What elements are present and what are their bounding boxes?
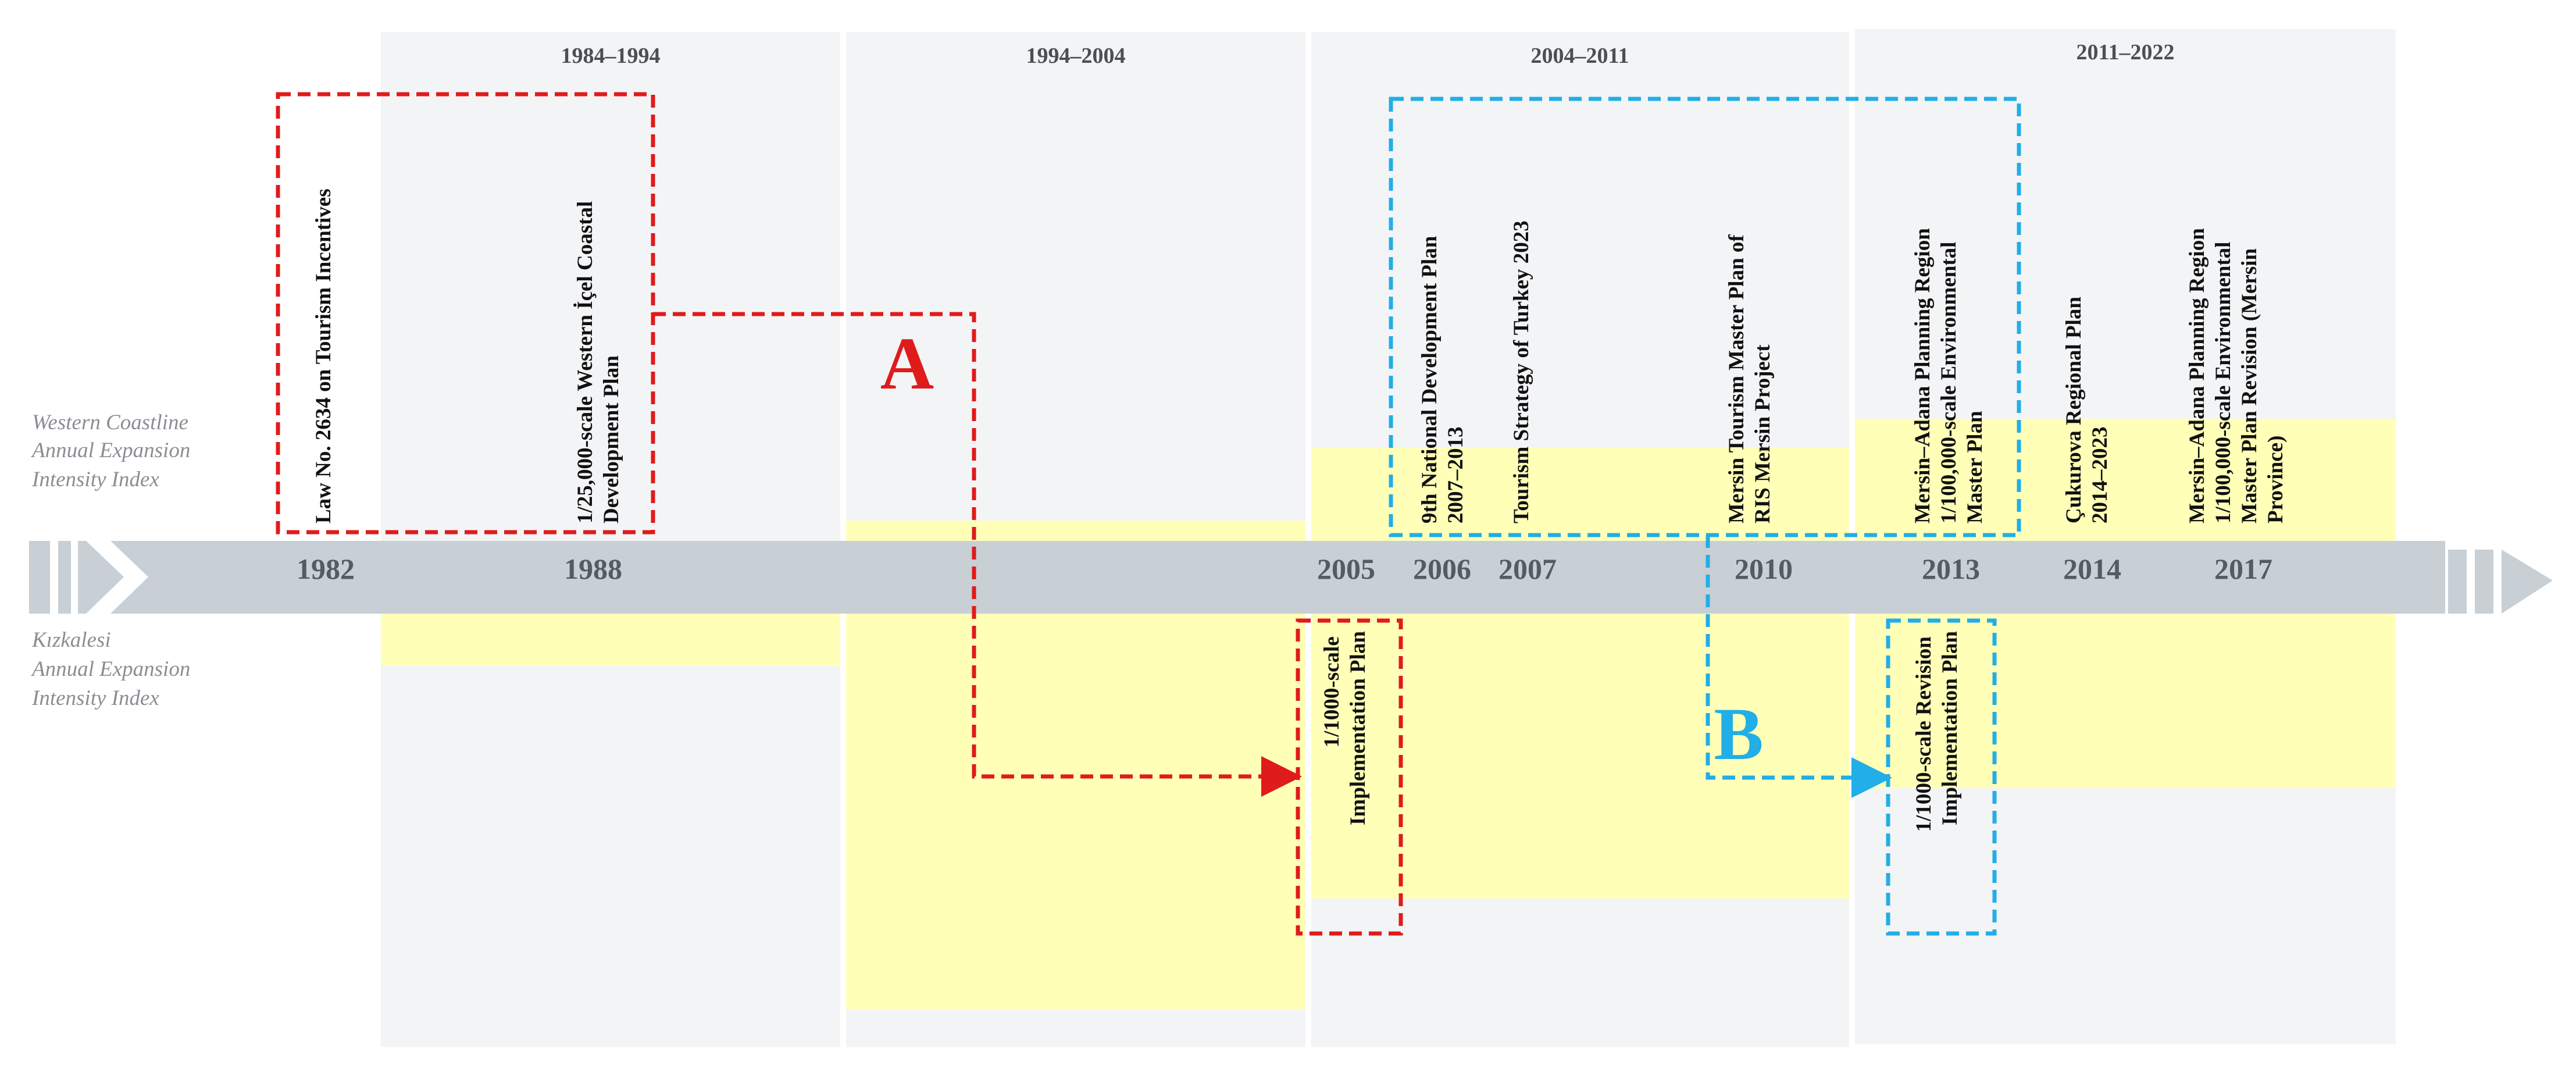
group-b-connector-arrow bbox=[1706, 535, 1892, 798]
kizkalesi-index-label-line: Annual Expansion bbox=[30, 657, 190, 681]
plan-label-line: RIS Mersin Project bbox=[1751, 344, 1775, 523]
western-index-label-line: Western Coastline bbox=[32, 411, 188, 434]
plan-label-line: Mersin Tourism Master Plan of bbox=[1725, 234, 1749, 523]
kizkalesi-intensity-bar-2004-2011 bbox=[1311, 614, 1849, 899]
timeline-right-block-1 bbox=[2448, 550, 2467, 614]
group-b bbox=[1389, 97, 2021, 936]
period-label-1: 1984–1994 bbox=[561, 44, 661, 68]
plan-label-line: 1/100,000-scale Environmental bbox=[1937, 242, 1961, 523]
plan-label-line: Master Plan bbox=[1963, 411, 1987, 523]
plan-label-line: 1/25,000-scale Western İçel Coastal bbox=[573, 201, 597, 523]
plan-label-line: 1/1000-scale bbox=[1320, 636, 1344, 747]
plan-label-line: Law No. 2634 on Tourism Incentives bbox=[312, 188, 336, 523]
timeline-left-stripe-2 bbox=[71, 541, 78, 614]
plan-label-line: Master Plan Revision (Mersin bbox=[2238, 248, 2261, 523]
group-b-letter: B bbox=[1714, 693, 1763, 775]
plan-label-line: Province) bbox=[2264, 436, 2288, 523]
plan-label: Tourism Strategy of Turkey 2023 bbox=[1510, 220, 1533, 523]
plans-below: 1/1000-scale Implementation Plan 1/1000-… bbox=[1320, 631, 1962, 832]
group-a-connector-arrow bbox=[653, 312, 1302, 797]
timeline-right-block-2 bbox=[2475, 550, 2493, 614]
period-label-3: 2004–2011 bbox=[1531, 44, 1629, 68]
year-label: 2013 bbox=[1922, 553, 1980, 585]
year-label: 2014 bbox=[2063, 553, 2121, 585]
western-index-label-line: Annual Expansion bbox=[30, 439, 190, 462]
timeline-bar bbox=[29, 541, 2445, 614]
plan-label-line: 2007–2013 bbox=[1444, 427, 1468, 524]
year-label: 2005 bbox=[1317, 553, 1375, 585]
period-label-2: 1994–2004 bbox=[1026, 44, 1126, 68]
year-label: 2017 bbox=[2214, 553, 2272, 585]
plan-label: Mersin–Adana Planning Region 1/100,000-s… bbox=[2185, 223, 2288, 523]
plan-label: Mersin–Adana Planning Region 1/100,000-s… bbox=[1911, 223, 1987, 523]
kizkalesi-intensity-bar-1984-1994 bbox=[381, 614, 840, 666]
kizkalesi-index-label: Kızkalesi Annual Expansion Intensity Ind… bbox=[30, 628, 190, 710]
group-a bbox=[276, 92, 1403, 936]
plan-label: 1/1000-scale Revision Implementation Pla… bbox=[1912, 631, 1962, 832]
year-label: 1982 bbox=[297, 553, 355, 585]
plan-label-line: Mersin–Adana Planning Region bbox=[1911, 228, 1935, 523]
kizkalesi-intensity-bar-1994-2004 bbox=[846, 614, 1305, 1009]
plan-label-line: Tourism Strategy of Turkey 2023 bbox=[1510, 220, 1533, 523]
timeline-left-stripe-1 bbox=[50, 541, 58, 614]
year-label: 2007 bbox=[1498, 553, 1557, 585]
group-a-letter: A bbox=[880, 322, 934, 405]
plan-label: 1/1000-scale Implementation Plan bbox=[1320, 631, 1370, 825]
kizkalesi-index-label-line: Intensity Index bbox=[31, 686, 159, 710]
group-b-source-box bbox=[1389, 97, 2021, 537]
western-intensity-bar-2011-2022 bbox=[1855, 419, 2396, 541]
plan-label: 9th National Development Plan 2007–2013 bbox=[1418, 230, 1468, 523]
plan-label: 1/25,000-scale Western İçel Coastal Deve… bbox=[573, 196, 623, 523]
plan-label-line: 9th National Development Plan bbox=[1418, 236, 1442, 523]
plan-label-line: Development Plan bbox=[600, 355, 623, 523]
plan-label-line: Mersin–Adana Planning Region bbox=[2185, 228, 2209, 523]
year-label: 1988 bbox=[564, 553, 622, 585]
plan-label-line: 1/100,000-scale Environmental bbox=[2211, 242, 2235, 523]
period-labels: 1984–1994 1994–2004 2004–2011 2011–2022 bbox=[561, 40, 2175, 68]
period-label-4: 2011–2022 bbox=[2077, 40, 2175, 65]
plan-label-line: 2014–2023 bbox=[2088, 427, 2112, 524]
western-index-label-line: Intensity Index bbox=[31, 468, 159, 491]
plan-label: Law No. 2634 on Tourism Incentives bbox=[312, 188, 336, 523]
plan-label: Çukurova Regional Plan 2014–2023 bbox=[2062, 291, 2112, 523]
timeline-band bbox=[29, 541, 2553, 614]
period-panel-1 bbox=[381, 32, 840, 1047]
year-label: 2010 bbox=[1735, 553, 1793, 585]
western-intensity-bar-1994-2004 bbox=[846, 521, 1305, 541]
plan-label-line: 1/1000-scale Revision bbox=[1912, 636, 1936, 832]
western-intensity-bar-2004-2011 bbox=[1311, 448, 1849, 541]
plan-label-line: Çukurova Regional Plan bbox=[2062, 297, 2086, 523]
kizkalesi-intensity-bar-2011-2022 bbox=[1855, 614, 2396, 788]
plans-above: Law No. 2634 on Tourism Incentives 1/25,… bbox=[312, 188, 2288, 523]
timeline-left-chevron-icon bbox=[86, 541, 148, 614]
intensity-bars bbox=[381, 419, 2396, 1009]
plan-label-line: Implementation Plan bbox=[1346, 631, 1370, 825]
timeline-right-stripe-1 bbox=[2445, 541, 2448, 614]
timeline-years: 1982 1988 2005 2006 2007 2010 2013 2014 … bbox=[297, 553, 2272, 585]
western-index-label: Western Coastline Annual Expansion Inten… bbox=[30, 411, 190, 491]
plan-label-line: Implementation Plan bbox=[1938, 631, 1962, 825]
kizkalesi-index-label-line: Kızkalesi bbox=[31, 628, 111, 652]
timeline-right-arrow-icon bbox=[2502, 550, 2553, 614]
plan-label: Mersin Tourism Master Plan of RIS Mersin… bbox=[1725, 229, 1775, 523]
year-label: 2006 bbox=[1413, 553, 1471, 585]
